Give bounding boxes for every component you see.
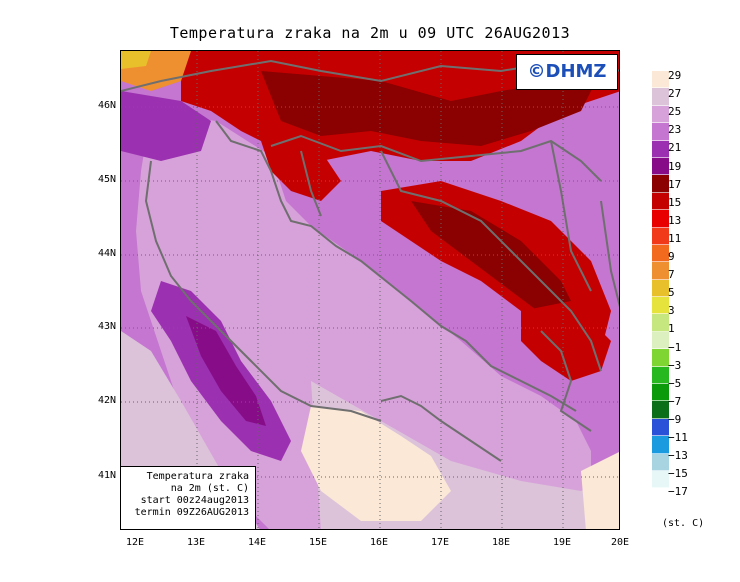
legend-swatch [652,418,669,437]
dhmz-logo: ©DHMZ [516,54,618,90]
legend-label: 13 [668,213,682,227]
lon-label-12e: 12E [125,537,145,548]
legend-units: (st. C) [662,518,705,529]
legend-swatch [652,71,669,89]
info-line-variable: Temperatura zraka [146,471,249,482]
temperature-map[interactable] [120,50,620,530]
legend-swatch [652,384,669,402]
map-title: Temperatura zraka na 2m u 09 UTC 26AUG20… [169,24,571,42]
legend-label: 7 [668,268,675,282]
legend-label: 29 [668,69,682,82]
istria-warm-region [261,141,341,201]
info-line-start: start 00z24aug2013 [140,495,249,506]
legend-label: −11 [668,431,688,444]
italy-hottest-region [186,316,266,426]
legend-swatch [652,453,669,471]
legend-label: 15 [668,195,682,209]
legend-swatch [652,366,669,385]
legend-swatch [652,123,669,141]
info-line-units: na 2m (st. C) [170,483,249,494]
legend-swatch [652,105,669,124]
legend-label: 11 [668,231,682,245]
lon-label-18e: 18E [491,537,511,548]
legend-swatch [652,331,669,350]
lat-label-45n: 45N [97,174,116,185]
legend-swatch [652,470,669,489]
legend-swatch [652,262,669,280]
alpine-yellow-patch [121,51,151,69]
legend-swatch [652,436,669,454]
legend-swatch [652,244,669,263]
legend-label: −15 [668,467,688,481]
country-borders [121,59,619,432]
legend-label: 25 [668,105,682,119]
info-line-termin: termin 09Z26AUG2013 [134,507,249,518]
legend-swatch [652,157,669,176]
legend-swatch [652,297,669,315]
map-info-box: Temperatura zraka na 2m (st. C) start 00… [120,466,256,530]
lon-label-20e: 20E [610,537,630,548]
coastlines [144,120,577,462]
dinaric-hot-region [411,201,581,321]
legend-swatch [652,349,669,367]
legend-label: −5 [668,376,682,390]
lat-label-41n: 41N [97,470,116,481]
lon-label-15e: 15E [308,537,328,548]
graticule [121,51,619,529]
legend-label: 17 [668,177,682,191]
legend-swatch [652,140,669,158]
legend-swatch [652,401,669,419]
legend-label: 27 [668,87,682,101]
lon-label-13e: 13E [186,537,206,548]
legend-label: 1 [668,322,675,336]
legend-label: 9 [668,250,675,263]
legend-label: −13 [668,449,688,463]
lat-label-43n: 43N [97,321,116,332]
legend-label: −1 [668,340,682,354]
legend-swatch [652,88,669,106]
legend-swatch [652,175,669,193]
legend-swatch [652,192,669,211]
lon-label-14e: 14E [247,537,267,548]
lon-label-19e: 19E [552,537,572,548]
legend-label: −3 [668,358,682,372]
lat-label-44n: 44N [97,248,116,259]
po-valley-purple [121,91,211,161]
color-legend [652,71,670,489]
lon-label-17e: 17E [430,537,450,548]
legend-label: −9 [668,412,682,426]
lat-label-42n: 42N [97,395,116,406]
legend-swatch [652,314,669,332]
legend-swatch [652,227,669,245]
legend-swatch [652,210,669,228]
legend-label: 5 [668,286,675,300]
montenegro-warm-region [521,301,611,381]
legend-swatch [652,279,669,298]
lon-label-16e: 16E [369,537,389,548]
legend-label: 19 [668,159,682,173]
legend-label: 23 [668,123,682,137]
lat-label-46n: 46N [97,100,116,111]
legend-label: 21 [668,141,682,155]
map-canvas [121,51,619,529]
legend-label: 3 [668,304,675,318]
warm-sea-region [301,406,619,529]
legend-label: −7 [668,394,682,408]
legend-label: −17 [668,485,688,499]
